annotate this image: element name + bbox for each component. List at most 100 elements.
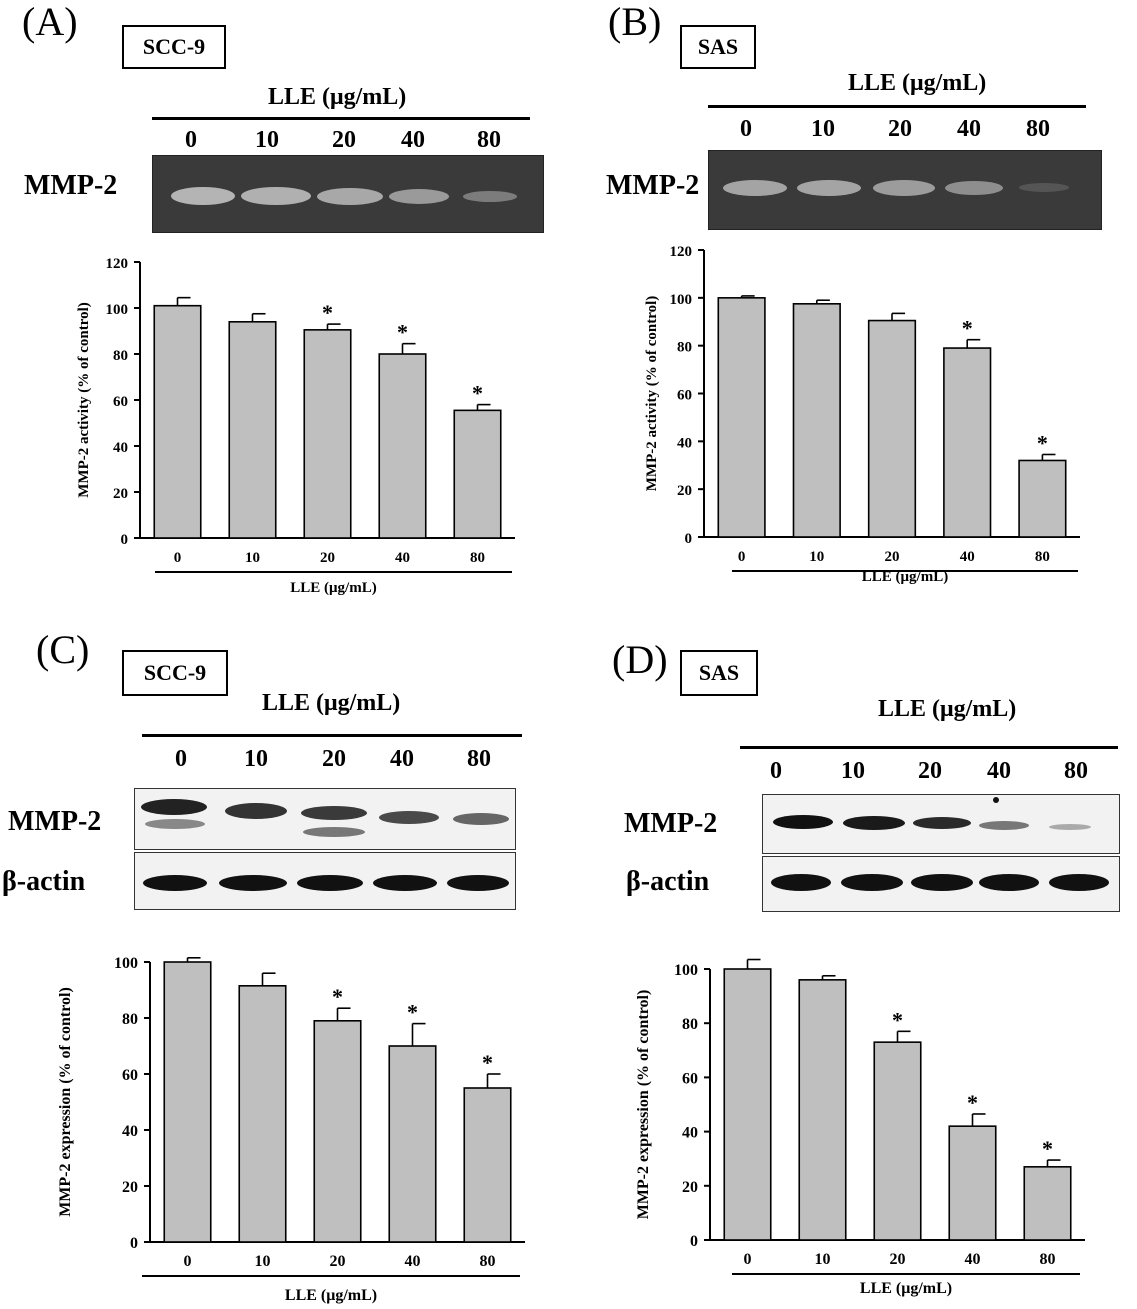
significance-marker: * [482,1050,493,1075]
gel-band [171,187,235,205]
lane-label: 20 [332,127,356,153]
y-tick-label: 40 [113,440,128,456]
lane-label: 10 [255,127,279,153]
bar [1018,459,1067,538]
blot-band [913,817,971,829]
x-tick-label: 40 [395,550,410,566]
bar [388,1045,437,1243]
x-tick-label: 20 [330,1253,346,1270]
gel-band [463,191,517,202]
blot-band [379,811,439,824]
x-tick-label: 10 [815,1251,831,1268]
lane-label: 40 [401,127,425,153]
panel-c-blot-header-rule [142,734,522,737]
x-tick-label: 10 [255,1253,271,1270]
blot-band [145,819,205,829]
y-tick-label: 60 [113,394,128,410]
lane-label: 10 [244,746,268,772]
y-tick-label: 0 [690,1233,698,1250]
y-tick-label: 80 [122,1011,138,1028]
blot-band [141,799,207,815]
x-axis-label: LLE (μg/mL) [285,1287,377,1304]
x-tick-label: 80 [1035,549,1050,565]
bar [453,409,502,539]
y-tick-label: 40 [682,1125,698,1142]
blot-band [297,875,363,891]
y-tick-label: 80 [677,340,692,356]
y-tick-label: 60 [682,1070,698,1087]
panel-b-blot-header-rule [708,105,1086,108]
blot-band [447,875,509,891]
panel-c-actin-blot [134,852,516,910]
gel-band [1019,183,1069,192]
x-tick-label: 40 [965,1251,981,1268]
panel-d-cell-line: SAS [680,650,758,696]
bar [378,353,427,539]
lane-label: 20 [322,746,346,772]
x-tick-label: 80 [1040,1251,1056,1268]
y-tick-label: 20 [113,486,128,502]
panel-c-letter: (C) [36,627,90,672]
lane-label: 20 [918,758,942,784]
blot-band [225,803,287,819]
lane-label: 0 [185,127,197,153]
panel-a-blot-header: LLE (μg/mL) [268,84,407,110]
panel-a-blot-header-rule [152,117,530,120]
x-tick-label: 80 [480,1253,496,1270]
blot-band [841,874,903,891]
panel-d-actin-label: β-actin [626,866,710,897]
blot-band [219,875,287,891]
y-tick-label: 0 [685,531,693,547]
lane-label: 10 [811,116,835,142]
gel-band [945,181,1003,195]
lane-label: 40 [987,758,1011,784]
x-tick-label: 20 [320,550,335,566]
gel-band [873,180,935,196]
panel-b-mmp2-label: MMP-2 [606,170,700,201]
y-tick-label: 60 [122,1067,138,1084]
panel-a-letter: (A) [22,0,78,44]
y-tick-label: 100 [670,292,693,308]
x-tick-label: 10 [809,549,824,565]
gel-band [317,188,383,205]
significance-marker: * [332,984,343,1009]
y-tick-label: 60 [677,388,692,404]
gel-band [797,180,861,196]
y-tick-label: 0 [121,532,129,548]
y-tick-label: 100 [114,955,138,972]
y-tick-label: 80 [113,348,128,364]
x-tick-label: 40 [405,1253,421,1270]
bar [228,321,277,539]
bar [873,1041,922,1241]
bar [723,968,772,1241]
x-tick-label: 0 [174,550,182,566]
y-tick-label: 40 [677,435,692,451]
panel-d-blot-header-rule [740,746,1118,749]
blot-band [911,874,973,891]
bar [303,329,352,539]
bar [153,304,202,539]
y-tick-label: 100 [106,302,129,318]
panel-c-blot-header: LLE (μg/mL) [262,690,401,716]
panel-d-actin-blot [762,856,1120,912]
blot-band [303,827,365,837]
bar [867,319,917,538]
y-tick-label: 20 [682,1179,698,1196]
blot-band [1049,874,1109,891]
blot-band [771,874,831,891]
lane-label: 80 [1026,116,1050,142]
lane-label: 80 [467,746,491,772]
bar [792,303,841,538]
panel-d-mmp2-label: MMP-2 [624,808,718,839]
x-tick-label: 0 [738,549,746,565]
y-tick-label: 120 [670,244,693,260]
significance-marker: * [407,1000,418,1025]
y-tick-label: 20 [677,483,692,499]
bar [463,1087,512,1243]
panel-a-mmp2-label: MMP-2 [24,170,118,201]
panel-b-zymography-gel [708,150,1102,230]
